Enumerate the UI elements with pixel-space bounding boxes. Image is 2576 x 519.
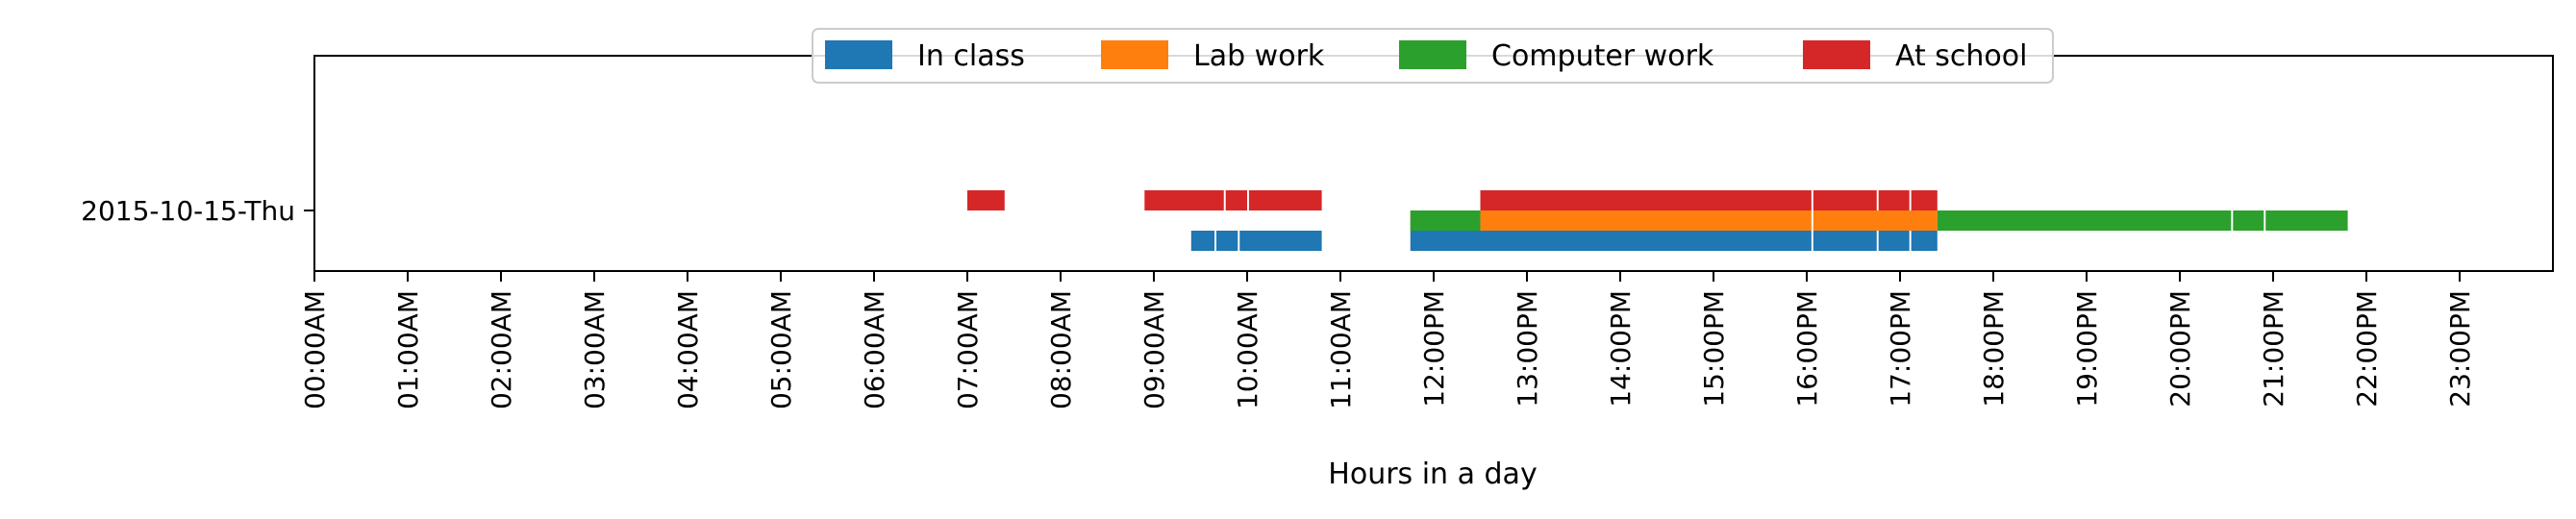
in-class-bar (1239, 231, 1322, 251)
legend-label-computer-work: Computer work (1491, 39, 1714, 73)
x-tick-label: 14:00PM (1605, 290, 1637, 408)
x-tick-label: 18:00PM (1978, 290, 2010, 408)
x-tick-label: 16:00PM (1791, 290, 1823, 408)
x-tick-label: 17:00PM (1885, 290, 1916, 408)
at-school-bar (967, 190, 1005, 210)
computer-work-bar (1937, 210, 2232, 231)
x-tick-label: 00:00AM (299, 290, 331, 409)
x-tick-label: 10:00AM (1232, 290, 1263, 409)
at-school-bar (1480, 190, 1812, 210)
x-tick-label: 11:00AM (1325, 290, 1357, 409)
x-tick-label: 08:00AM (1045, 290, 1077, 409)
y-tick-label: 2015-10-15-Thu (81, 195, 295, 227)
computer-work-bar (1410, 210, 1481, 231)
legend-swatch-at-school (1803, 40, 1870, 69)
at-school-bar (1911, 190, 1938, 210)
x-tick-label: 23:00PM (2444, 290, 2476, 408)
in-class-bar (1813, 231, 1877, 251)
legend-label-at-school: At school (1895, 39, 2027, 73)
x-tick-label: 02:00AM (486, 290, 517, 409)
x-tick-label: 15:00PM (1698, 290, 1730, 408)
at-school-bar (1248, 190, 1322, 210)
x-tick-label: 12:00PM (1418, 290, 1450, 408)
legend-swatch-in-class (825, 40, 892, 69)
at-school-bar (1225, 190, 1247, 210)
legend-label-in-class: In class (917, 39, 1025, 73)
x-tick-label: 03:00AM (579, 290, 611, 409)
x-tick-label: 22:00PM (2351, 290, 2383, 408)
in-class-bar (1190, 231, 1215, 251)
x-tick-label: 04:00AM (672, 290, 704, 409)
x-tick-label: 06:00AM (859, 290, 890, 409)
lab-work-bar (1813, 210, 1938, 231)
in-class-bar (1215, 231, 1238, 251)
at-school-bar (1878, 190, 1910, 210)
x-tick-label: 19:00PM (2071, 290, 2103, 408)
computer-work-bar (2233, 210, 2264, 231)
at-school-bar (1144, 190, 1224, 210)
in-class-bar (1410, 231, 1812, 251)
x-tick-label: 21:00PM (2258, 290, 2289, 408)
computer-work-bar (2265, 210, 2348, 231)
x-axis-label: Hours in a day (1328, 457, 1537, 491)
x-tick-label: 09:00AM (1138, 290, 1170, 409)
x-tick-label: 05:00AM (765, 290, 797, 409)
x-tick-label: 20:00PM (2164, 290, 2196, 408)
in-class-bar (1878, 231, 1910, 251)
lab-work-bar (1410, 210, 1812, 231)
legend-swatch-computer-work (1399, 40, 1466, 69)
x-axis-ticks: 00:00AM 01:00AM 02:00AM 03:00AM 04:00AM 05:00… (299, 271, 2476, 409)
x-tick-label: 07:00AM (952, 290, 984, 409)
at-school-bar (1813, 190, 1877, 210)
in-class-bar (1911, 231, 1938, 251)
x-tick-label: 01:00AM (392, 290, 424, 409)
legend-label-lab-work: Lab work (1193, 39, 1325, 73)
legend-swatch-lab-work (1101, 40, 1168, 69)
y-axis-ticks: 2015-10-15-Thu (81, 195, 314, 227)
x-tick-label: 13:00PM (1512, 290, 1543, 408)
interval-bars (967, 190, 2348, 251)
legend: In class Lab work Computer work At school (812, 28, 2054, 84)
